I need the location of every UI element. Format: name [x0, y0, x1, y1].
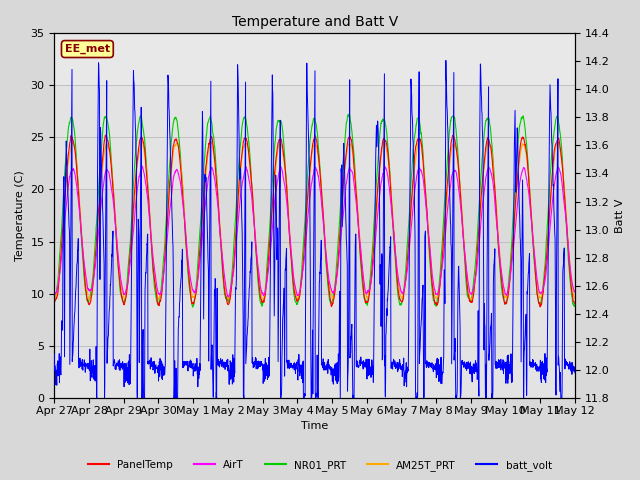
- X-axis label: Time: Time: [301, 421, 328, 432]
- Text: EE_met: EE_met: [65, 44, 110, 54]
- Bar: [54, 85, 575, 190]
- Y-axis label: Temperature (C): Temperature (C): [15, 170, 25, 261]
- Bar: [54, 190, 575, 294]
- Title: Temperature and Batt V: Temperature and Batt V: [232, 15, 397, 29]
- Legend: PanelTemp, AirT, NR01_PRT, AM25T_PRT, batt_volt: PanelTemp, AirT, NR01_PRT, AM25T_PRT, ba…: [84, 456, 556, 475]
- Bar: [54, 294, 575, 398]
- Y-axis label: Batt V: Batt V: [615, 198, 625, 233]
